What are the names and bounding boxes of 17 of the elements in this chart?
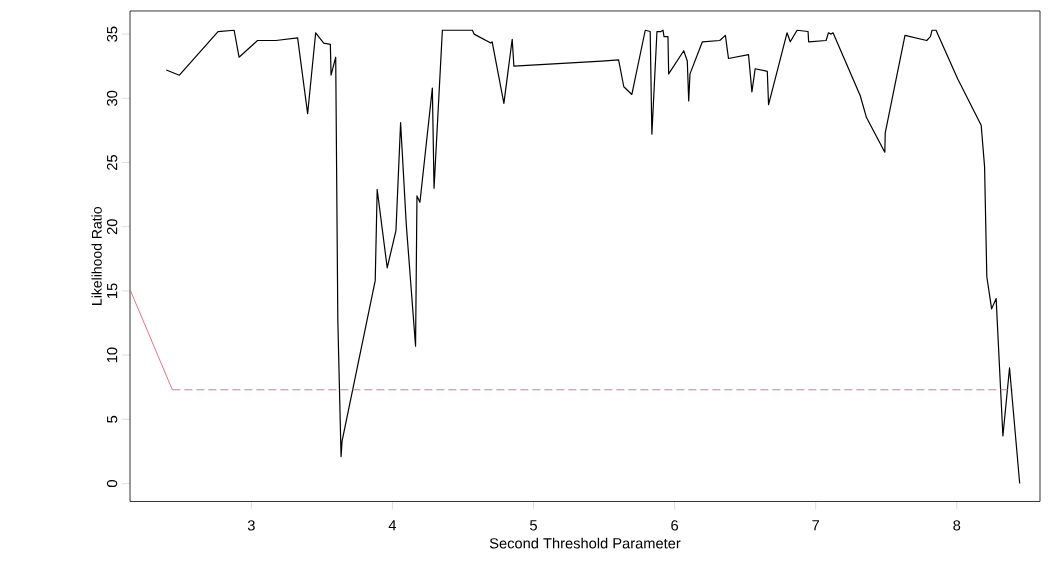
y-tick-label: 5 bbox=[107, 415, 118, 423]
x-axis-title: Second Threshold Parameter bbox=[489, 537, 681, 549]
x-tick-label: 7 bbox=[812, 520, 820, 531]
y-tick-label: 15 bbox=[107, 283, 118, 298]
y-axis-title: Likelihood Ratio bbox=[91, 207, 102, 305]
y-tick-label: 25 bbox=[106, 154, 118, 170]
x-tick-label: 5 bbox=[530, 520, 537, 531]
y-tick-label: 10 bbox=[106, 347, 118, 363]
x-tick-label: 3 bbox=[247, 520, 255, 531]
x-tick-label: 4 bbox=[388, 520, 397, 531]
x-tick-label: 8 bbox=[953, 520, 961, 531]
y-tick-label: 30 bbox=[106, 90, 118, 106]
y-tick-label: 0 bbox=[106, 480, 118, 488]
y-tick-label: 20 bbox=[106, 219, 118, 235]
y-tick-label: 35 bbox=[106, 26, 118, 42]
line-series bbox=[165, 29, 1021, 485]
x-tick-label: 6 bbox=[671, 520, 679, 531]
